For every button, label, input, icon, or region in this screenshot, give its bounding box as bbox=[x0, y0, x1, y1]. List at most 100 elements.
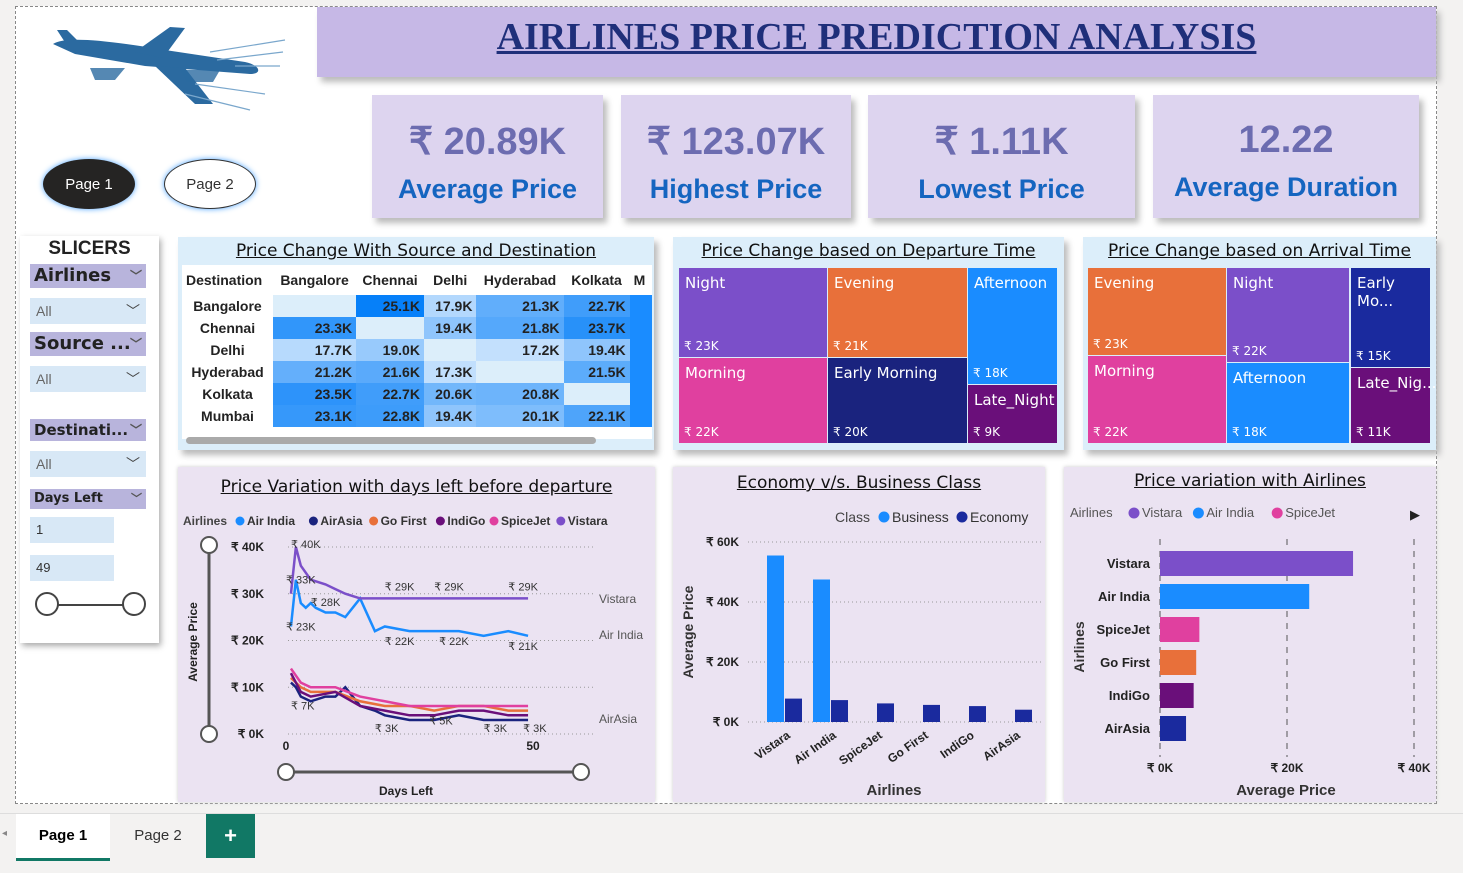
tile-label: Late_Night bbox=[974, 391, 1055, 409]
y-tick-label: ₹ 60K bbox=[706, 535, 739, 549]
arrival-tile-morning[interactable]: Morning ₹ 22K bbox=[1088, 356, 1226, 443]
bar-spicejet bbox=[1160, 617, 1200, 642]
kpi-value: 12.22 bbox=[1238, 119, 1334, 161]
bar-economy-go-first bbox=[923, 704, 940, 722]
legend-label: SpiceJet bbox=[1285, 505, 1335, 520]
tile-label: Evening bbox=[834, 274, 895, 292]
matrix-cell: 21.8K bbox=[476, 317, 564, 339]
legend-marker bbox=[308, 516, 318, 526]
legend-marker bbox=[956, 511, 968, 523]
airlines-dropdown-value: All bbox=[36, 303, 52, 319]
matrix-cell bbox=[629, 295, 652, 317]
matrix-row-label: Kolkata bbox=[182, 383, 273, 405]
x-tick-label: AirAsia bbox=[980, 728, 1023, 764]
legend-marker bbox=[1271, 507, 1283, 519]
arrival-tile-evening[interactable]: Evening ₹ 23K bbox=[1088, 268, 1226, 355]
legend-marker bbox=[435, 516, 445, 526]
data-label: ₹ 3K bbox=[375, 723, 399, 735]
page2-button[interactable]: Page 2 bbox=[164, 159, 256, 209]
tile-label: Evening bbox=[1094, 274, 1155, 292]
departure-tile-morning[interactable]: Morning ₹ 22K bbox=[679, 358, 827, 443]
page-tab-bar: ◂ Page 1 Page 2 + bbox=[0, 813, 1463, 861]
matrix-cell: 20.1K bbox=[476, 405, 564, 427]
days-left-slicer-header: Days Left ﹀ bbox=[30, 489, 146, 509]
tile-value: ₹ 22K bbox=[684, 425, 719, 439]
matrix-cell: 21.2K bbox=[272, 361, 357, 383]
chevron-down-icon: ﹀ bbox=[129, 269, 142, 283]
kpi-value: ₹ 123.07K bbox=[646, 121, 826, 163]
y-tick-label: Go First bbox=[1100, 655, 1151, 670]
chevron-down-icon: ﹀ bbox=[129, 337, 142, 351]
legend-label: Vistara bbox=[1142, 505, 1183, 520]
legend-title: Airlines bbox=[1070, 505, 1113, 520]
legend-marker bbox=[369, 516, 379, 526]
legend-next-icon: ▶ bbox=[1410, 507, 1420, 522]
departure-tile-night[interactable]: Night ₹ 23K bbox=[679, 268, 827, 357]
y-tick-label: Air India bbox=[1098, 589, 1151, 604]
chevron-down-icon: ﹀ bbox=[126, 371, 140, 387]
arrival-tile-late-night[interactable]: Late_Nig... ₹ 11K bbox=[1351, 368, 1436, 443]
source-slicer-label: Source ... bbox=[34, 333, 131, 354]
matrix-cell: 25.1K bbox=[356, 295, 424, 317]
data-label: ₹ 7K bbox=[291, 700, 315, 712]
days-left-slider-min-handle[interactable] bbox=[35, 592, 59, 616]
departure-tile-early-morning[interactable]: Early Morning ₹ 20K bbox=[828, 358, 967, 443]
legend-label: Air India bbox=[1206, 505, 1254, 520]
y-tick-label: Vistara bbox=[1107, 556, 1151, 571]
tab-page1[interactable]: Page 1 bbox=[16, 814, 110, 861]
matrix-col-header: Chennai bbox=[362, 272, 418, 288]
arrival-tile-afternoon[interactable]: Afternoon ₹ 18K bbox=[1227, 363, 1349, 443]
arrival-tile-night[interactable]: Night ₹ 22K bbox=[1227, 268, 1349, 362]
tab-page2[interactable]: Page 2 bbox=[134, 827, 182, 844]
days-left-min-input[interactable]: 1 bbox=[30, 517, 114, 543]
legend-marker bbox=[235, 516, 245, 526]
matrix-cell bbox=[563, 383, 630, 405]
arrival-tile-early-morning[interactable]: Early Mo... ₹ 15K bbox=[1351, 268, 1430, 367]
destination-dropdown[interactable]: All ﹀ bbox=[30, 451, 146, 477]
legend-marker bbox=[878, 511, 890, 523]
line-chart-title: Price Variation with days left before de… bbox=[220, 477, 613, 497]
data-label: ₹ 28K bbox=[311, 597, 341, 609]
arrival-title: Price Change based on Arrival Time bbox=[1108, 241, 1411, 261]
departure-tile-late-night[interactable]: Late_Night ₹ 9K bbox=[968, 385, 1057, 443]
page1-button[interactable]: Page 1 bbox=[43, 159, 135, 209]
kpi-lowest-price: ₹ 1.11K Lowest Price bbox=[868, 95, 1135, 218]
bar-indigo bbox=[1160, 683, 1194, 708]
matrix-cell: 17.7K bbox=[272, 339, 357, 361]
days-left-max-input[interactable]: 49 bbox=[30, 555, 114, 581]
x-tick-label: ₹ 0K bbox=[1147, 761, 1174, 775]
matrix-cell bbox=[629, 383, 652, 405]
departure-tile-afternoon[interactable]: Afternoon ₹ 18K bbox=[968, 268, 1057, 384]
matrix-cell: 22.1K bbox=[563, 405, 630, 427]
x-tick-label: Air India bbox=[791, 728, 839, 767]
matrix-header-row: Destination Bangalore Chennai Delhi Hyde… bbox=[182, 265, 652, 295]
tile-value: ₹ 20K bbox=[833, 425, 868, 439]
y-tick-label: ₹ 10K bbox=[231, 680, 264, 694]
report-title-banner: AIRLINES PRICE PREDICTION ANALYSIS bbox=[317, 7, 1436, 77]
matrix-cell: 23.3K bbox=[272, 317, 357, 339]
x-tick-label: 50 bbox=[526, 739, 540, 753]
matrix-row-label: Mumbai bbox=[182, 405, 273, 427]
days-left-slider-track bbox=[47, 604, 135, 606]
legend-marker bbox=[1128, 507, 1140, 519]
tile-label: Night bbox=[1233, 274, 1274, 292]
airlines-dropdown[interactable]: All ﹀ bbox=[30, 298, 146, 324]
tile-label: Afternoon bbox=[1233, 369, 1307, 387]
kpi-highest-price: ₹ 123.07K Highest Price bbox=[621, 95, 851, 218]
bar-go-first bbox=[1160, 650, 1197, 675]
destination-slicer-header: Destinati... ﹀ bbox=[30, 419, 146, 441]
legend-label: IndiGo bbox=[447, 514, 485, 528]
days-left-line-chart-panel: Price Variation with days left before de… bbox=[178, 467, 655, 802]
add-page-button[interactable]: + bbox=[206, 814, 255, 858]
days-left-slider-max-handle[interactable] bbox=[122, 592, 146, 616]
tile-label: Early Morning bbox=[834, 364, 938, 382]
y-tick-label: ₹ 30K bbox=[231, 587, 264, 601]
x-axis-title: Airlines bbox=[866, 782, 921, 799]
scroll-left-icon[interactable]: ◂ bbox=[2, 828, 8, 839]
departure-tile-evening[interactable]: Evening ₹ 21K bbox=[828, 268, 967, 357]
x-tick-label: IndiGo bbox=[938, 728, 977, 761]
source-dropdown[interactable]: All ﹀ bbox=[30, 366, 146, 392]
tile-label: Morning bbox=[1094, 362, 1155, 380]
matrix-horizontal-scrollbar[interactable] bbox=[186, 437, 596, 444]
data-label: ₹ 21K bbox=[508, 641, 538, 653]
